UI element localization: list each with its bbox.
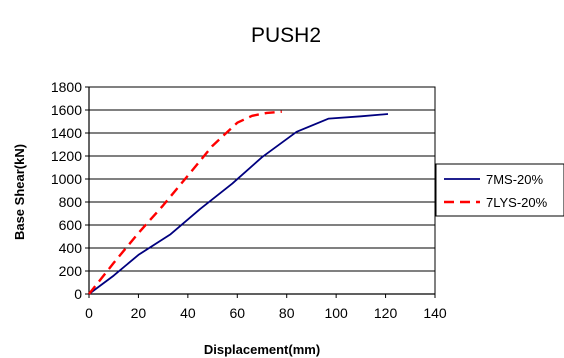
tick-label-y-200: 200	[59, 263, 83, 279]
series-line-1	[88, 110, 282, 295]
series-line-0	[88, 113, 389, 295]
tick-label-x-0: 0	[85, 305, 93, 321]
tick-label-x-120: 120	[374, 305, 398, 321]
tick-label-y-1000: 1000	[51, 171, 82, 187]
tick-label-x-140: 140	[423, 305, 447, 321]
tick-labels: 0 200 400 600 800 1000 1200 1400 1600 1800 0 20 40 60…	[51, 79, 447, 321]
tick-label-y-0: 0	[74, 286, 82, 302]
tick-label-y-800: 800	[59, 194, 83, 210]
plot-area-border	[88, 86, 436, 295]
legend: 7MS-20% 7LYS-20%	[435, 163, 564, 217]
tick-label-y-1600: 1600	[51, 102, 82, 118]
tick-label-x-60: 60	[229, 305, 245, 321]
y-axis-label: Base Shear(kN)	[12, 144, 27, 240]
axes	[85, 86, 436, 298]
legend-label-0: 7MS-20%	[486, 172, 544, 187]
tick-label-y-1200: 1200	[51, 148, 82, 164]
tick-label-x-20: 20	[131, 305, 147, 321]
x-axis-label: Displacement(mm)	[204, 342, 320, 357]
tick-label-y-400: 400	[59, 240, 83, 256]
chart-title: PUSH2	[251, 24, 321, 47]
legend-label-1: 7LYS-20%	[486, 195, 548, 210]
tick-label-x-80: 80	[279, 305, 295, 321]
tick-label-x-100: 100	[324, 305, 348, 321]
legend-box	[435, 163, 564, 217]
tick-label-y-1400: 1400	[51, 125, 82, 141]
tick-label-y-1800: 1800	[51, 79, 82, 95]
tick-label-y-600: 600	[59, 217, 83, 233]
tick-label-x-40: 40	[180, 305, 196, 321]
series-lines	[88, 110, 389, 295]
